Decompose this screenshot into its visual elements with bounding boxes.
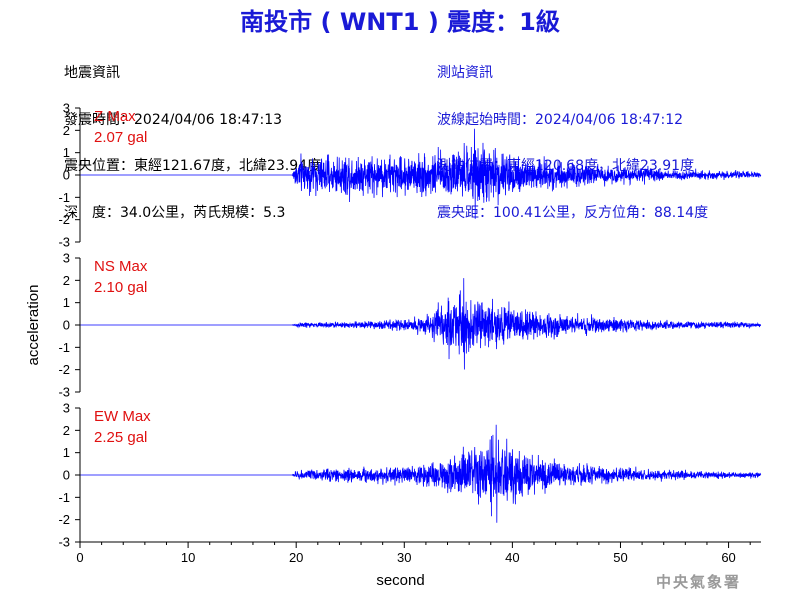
x-tick-label: 50 bbox=[613, 550, 627, 565]
y-tick-label: 3 bbox=[63, 251, 70, 266]
agency-watermark: 中央氣象署 bbox=[656, 573, 742, 591]
page-title: 南投市 ( WNT1 ) 震度：1級 bbox=[240, 8, 560, 36]
x-tick-label: 0 bbox=[76, 550, 83, 565]
y-tick-label: 2 bbox=[63, 423, 70, 438]
station-info-panel: 測站資訊 波線起始時間：2024/04/06 18:47:12 測站位置：東經1… bbox=[437, 35, 708, 237]
y-tick-label: -2 bbox=[58, 212, 70, 227]
quake-info-heading: 地震資訊 bbox=[64, 65, 120, 81]
x-axis-title: second bbox=[376, 572, 424, 589]
x-tick-label: 10 bbox=[181, 550, 195, 565]
waveform-ew bbox=[80, 424, 762, 523]
max-label-z: Z Max bbox=[94, 108, 136, 125]
quake-info-panel: 地震資訊 發震時間：2024/04/06 18:47:13 震央位置：東經121… bbox=[64, 35, 321, 237]
wave-start-time: 波線起始時間：2024/04/06 18:47:12 bbox=[437, 111, 684, 128]
y-tick-label: 3 bbox=[63, 101, 70, 116]
y-tick-label: -1 bbox=[58, 340, 70, 355]
x-tick-label: 40 bbox=[505, 550, 519, 565]
y-tick-label: -2 bbox=[58, 362, 70, 377]
max-value-ns: 2.10 gal bbox=[94, 279, 147, 296]
max-value-ew: 2.25 gal bbox=[94, 429, 147, 446]
distance-azimuth: 震央距：100.41公里，反方位角：88.14度 bbox=[437, 204, 709, 221]
y-tick-label: 3 bbox=[63, 401, 70, 416]
y-axis-title: acceleration bbox=[25, 285, 42, 366]
x-tick-label: 20 bbox=[289, 550, 303, 565]
x-tick-label: 30 bbox=[397, 550, 411, 565]
y-tick-label: 2 bbox=[63, 123, 70, 138]
max-value-z: 2.07 gal bbox=[94, 129, 147, 146]
x-tick-label: 60 bbox=[721, 550, 735, 565]
waveform-z bbox=[80, 128, 762, 219]
depth-magnitude: 深 度：34.0公里，芮氏規模：5.3 bbox=[64, 204, 286, 221]
y-tick-label: 1 bbox=[63, 445, 70, 460]
y-tick-label: 1 bbox=[63, 295, 70, 310]
y-tick-label: -3 bbox=[58, 535, 70, 550]
max-label-ns: NS Max bbox=[94, 258, 148, 275]
y-tick-label: 0 bbox=[63, 168, 70, 183]
y-tick-label: -3 bbox=[58, 235, 70, 250]
y-tick-label: -2 bbox=[58, 512, 70, 527]
origin-time: 發震時間：2024/04/06 18:47:13 bbox=[64, 111, 283, 128]
y-tick-label: 1 bbox=[63, 145, 70, 160]
y-tick-label: 0 bbox=[63, 468, 70, 483]
y-tick-label: 2 bbox=[63, 273, 70, 288]
epicenter: 震央位置：東經121.67度，北緯23.94度 bbox=[64, 158, 322, 174]
max-label-ew: EW Max bbox=[94, 408, 151, 425]
y-tick-label: -1 bbox=[58, 490, 70, 505]
y-tick-label: 0 bbox=[63, 318, 70, 333]
y-tick-label: -1 bbox=[58, 190, 70, 205]
station-info-heading: 測站資訊 bbox=[437, 65, 493, 81]
y-tick-label: -3 bbox=[58, 385, 70, 400]
waveform-ns bbox=[80, 278, 762, 370]
